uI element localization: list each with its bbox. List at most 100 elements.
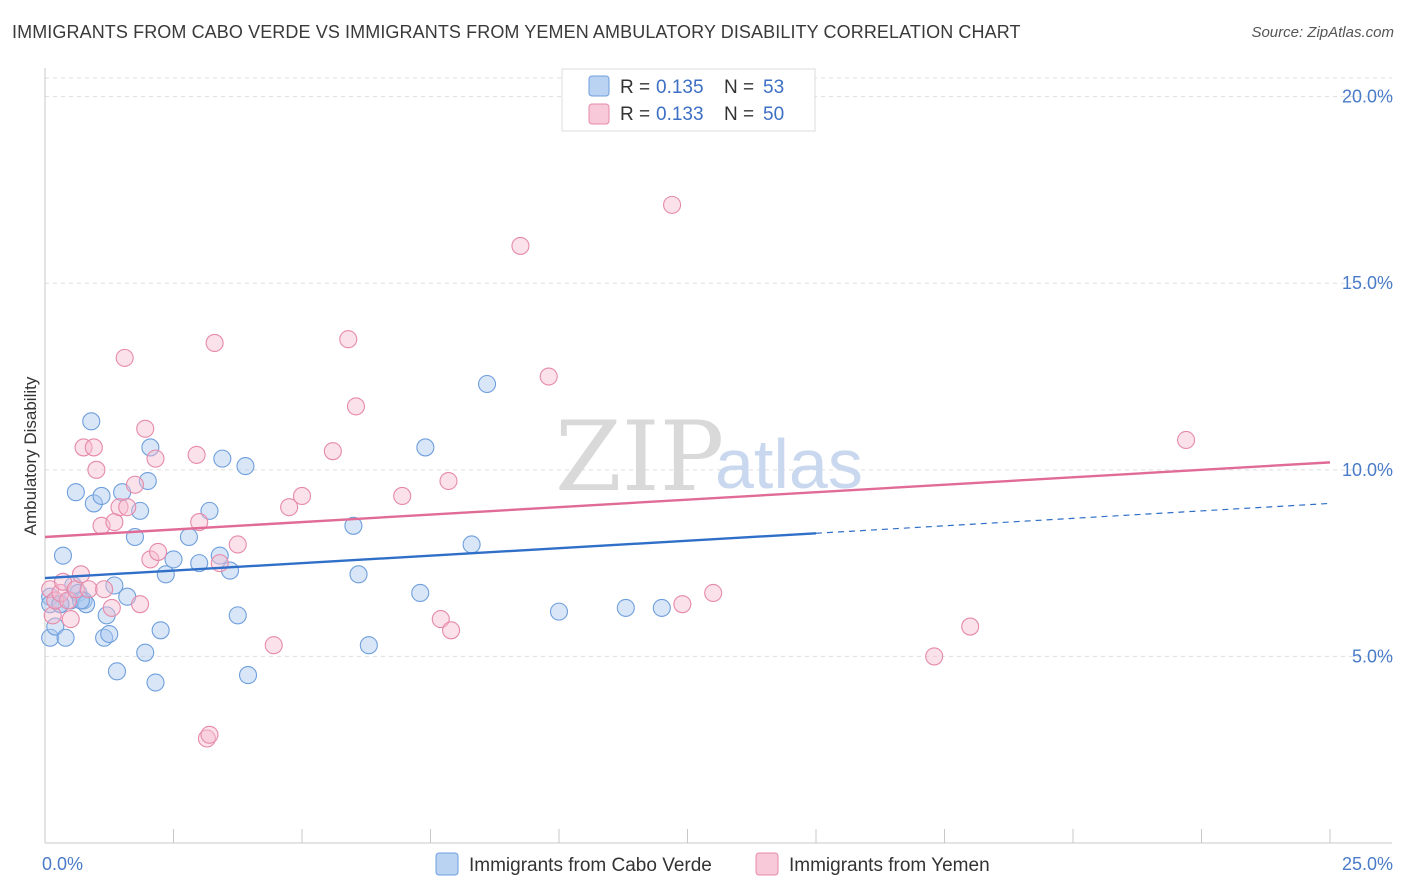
data-point-cabo-verde <box>82 412 101 431</box>
data-point-yemen <box>339 330 358 349</box>
data-point-yemen <box>292 486 312 506</box>
legend-r-value-blue: 0.135 <box>656 77 704 98</box>
data-point-yemen <box>149 542 168 561</box>
series-legend: Immigrants from Cabo Verde Immigrants fr… <box>435 852 990 876</box>
data-point-yemen <box>673 595 692 614</box>
data-point-yemen <box>87 460 106 479</box>
data-point-yemen <box>95 580 114 599</box>
legend-r-value-pink: 0.133 <box>656 104 704 125</box>
data-point-yemen <box>205 333 224 353</box>
gridlines <box>45 77 1392 657</box>
y-tick-label: 5.0% <box>1352 646 1393 666</box>
data-point-yemen <box>431 610 450 629</box>
data-point-yemen <box>84 438 103 457</box>
data-point-cabo-verde <box>411 583 430 603</box>
data-point-yemen <box>439 471 458 491</box>
legend-r-label-pink: R = <box>620 104 650 125</box>
data-point-cabo-verde <box>349 565 368 584</box>
data-point-yemen <box>136 419 155 438</box>
data-point-yemen <box>79 580 98 599</box>
data-point-yemen <box>925 647 944 666</box>
data-point-yemen <box>200 725 219 744</box>
data-point-cabo-verde <box>151 621 170 640</box>
data-point-cabo-verde <box>156 565 175 584</box>
data-point-cabo-verde <box>107 662 127 681</box>
trend-line-cabo-verde <box>44 532 817 580</box>
data-point-yemen <box>118 498 137 517</box>
legend-n-label-blue: N = <box>724 77 754 98</box>
data-point-yemen <box>115 348 134 367</box>
data-point-yemen <box>51 583 70 603</box>
data-point-cabo-verde <box>100 624 119 644</box>
source-label: Source: ZipAtlas.com <box>1251 24 1394 41</box>
data-point-yemen <box>61 610 80 629</box>
data-point-yemen <box>539 367 558 386</box>
y-axis-label: Ambulatory Disability <box>21 376 40 535</box>
data-point-yemen <box>146 449 165 468</box>
data-point-cabo-verde <box>200 501 219 520</box>
data-point-cabo-verde <box>41 628 60 647</box>
data-point-cabo-verde <box>213 449 232 468</box>
data-point-cabo-verde <box>228 606 247 625</box>
data-point-cabo-verde <box>477 374 497 394</box>
data-point-cabo-verde <box>56 628 75 647</box>
stats-legend: R = 0.135 N = 53 R = 0.133 N = 50 <box>561 68 816 132</box>
data-point-yemen <box>190 513 209 532</box>
watermark: ZIP atlas <box>555 401 863 513</box>
data-point-yemen <box>704 583 723 603</box>
data-point-cabo-verde <box>359 636 378 655</box>
y-tick-label: 20.0% <box>1342 87 1393 107</box>
data-point-cabo-verde <box>549 602 569 621</box>
data-point-cabo-verde <box>46 617 65 636</box>
legend-n-value-blue: 53 <box>763 77 784 98</box>
data-point-cabo-verde <box>146 673 165 692</box>
data-point-cabo-verde <box>164 550 183 569</box>
data-points <box>41 195 1196 748</box>
data-point-yemen <box>442 621 461 640</box>
data-point-yemen <box>187 445 206 464</box>
data-point-yemen <box>1177 430 1196 450</box>
data-point-yemen <box>228 535 247 554</box>
data-point-cabo-verde <box>616 598 635 617</box>
axes: 5.0% 10.0% 15.0% 20.0% 0.0% 25.0% <box>42 68 1393 874</box>
data-point-cabo-verde <box>136 643 155 662</box>
data-point-cabo-verde <box>190 554 209 573</box>
trend-line-yemen <box>44 461 1331 539</box>
data-point-yemen <box>125 475 144 494</box>
data-point-cabo-verde <box>179 527 198 547</box>
data-point-yemen <box>663 195 682 214</box>
data-point-cabo-verde <box>141 438 160 457</box>
data-point-cabo-verde <box>236 457 255 476</box>
x-tick-label: 0.0% <box>42 854 83 874</box>
legend-n-label-pink: N = <box>724 104 754 125</box>
data-point-cabo-verde <box>210 546 229 565</box>
data-point-yemen <box>102 598 121 617</box>
data-point-cabo-verde <box>92 486 111 506</box>
legend-swatch-pink <box>588 103 610 125</box>
y-tick-label: 15.0% <box>1342 273 1393 293</box>
data-point-yemen <box>110 498 129 517</box>
data-point-yemen <box>264 636 283 655</box>
data-point-cabo-verde <box>84 494 103 513</box>
trend-lines <box>44 461 1331 580</box>
data-point-cabo-verde <box>238 666 258 685</box>
data-point-cabo-verde <box>344 516 363 535</box>
data-point-cabo-verde <box>416 438 435 457</box>
data-point-yemen <box>141 550 160 569</box>
series-legend-swatch-yemen <box>755 852 779 876</box>
data-point-yemen <box>393 486 412 506</box>
data-point-yemen <box>43 606 62 625</box>
legend-n-value-pink: 50 <box>763 104 784 125</box>
data-point-yemen <box>74 438 93 457</box>
data-point-cabo-verde <box>462 535 481 554</box>
legend-r-label-blue: R = <box>620 77 650 98</box>
y-tick-label: 10.0% <box>1342 460 1393 480</box>
series-legend-label-yemen: Immigrants from Yemen <box>789 855 990 876</box>
data-point-cabo-verde <box>105 576 124 595</box>
data-point-yemen <box>280 498 299 517</box>
x-tick-label: 25.0% <box>1342 854 1393 874</box>
data-point-cabo-verde <box>66 483 85 502</box>
series-legend-label-cabo-verde: Immigrants from Cabo Verde <box>469 855 712 876</box>
series-legend-swatch-cabo-verde <box>435 852 459 876</box>
